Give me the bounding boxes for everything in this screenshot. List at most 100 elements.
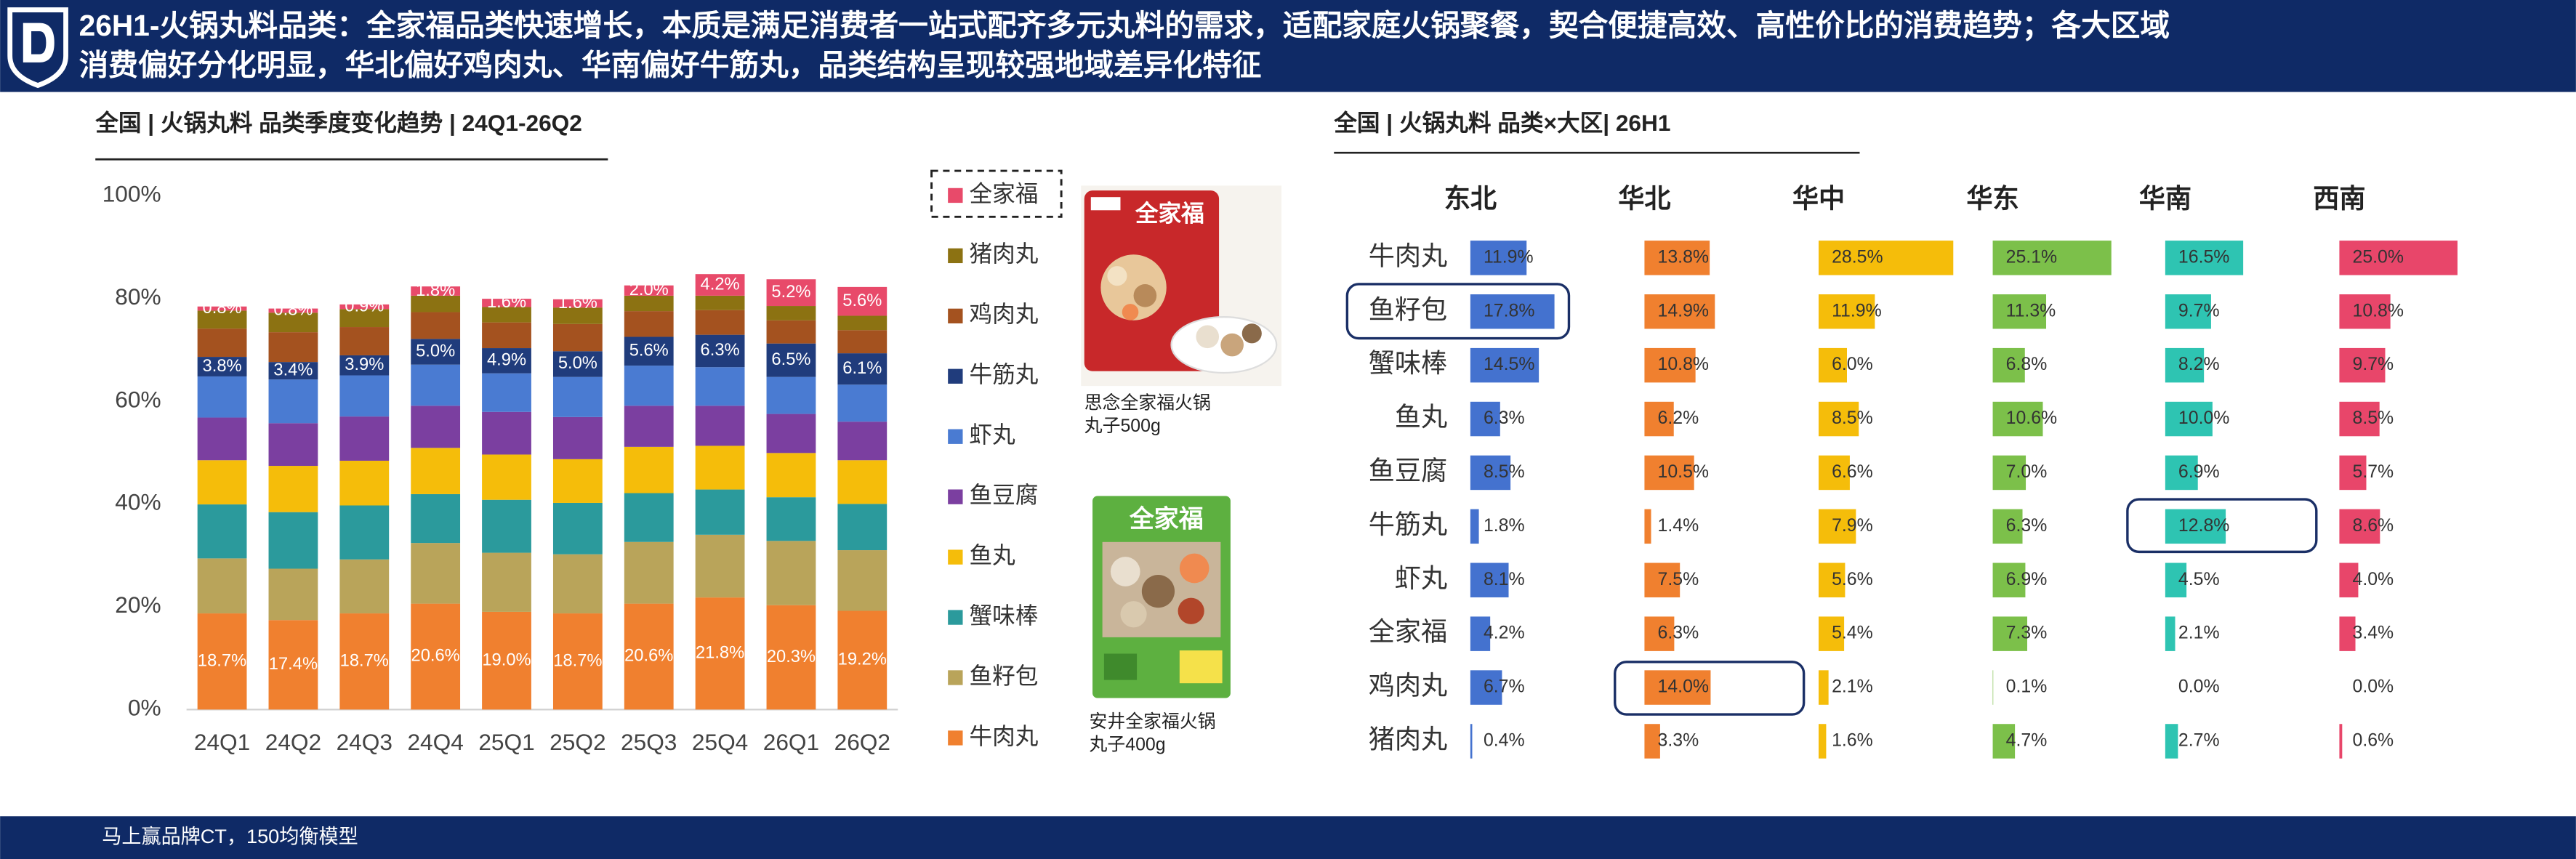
bar: [1644, 241, 1710, 275]
bar: [1992, 347, 2025, 383]
x-tick-label: 24Q1: [194, 729, 250, 755]
legend-swatch: [948, 610, 963, 625]
data-label: 6.3%: [1658, 623, 1699, 643]
highlight-box: [2126, 498, 2318, 554]
bar-segment: [411, 603, 461, 710]
product-brand: 全家福: [1129, 504, 1204, 533]
data-label: 1.8%: [416, 281, 455, 300]
legend-label: 鱼豆腐: [970, 482, 1039, 508]
data-label: 11.3%: [2006, 300, 2056, 320]
bar-segment: [339, 416, 390, 461]
bar-segment: [339, 505, 390, 560]
data-label: 0.4%: [1484, 730, 1525, 751]
bar-segment: [695, 310, 745, 335]
legend-swatch: [948, 489, 963, 504]
bar: [1644, 294, 1715, 329]
bar: [2339, 509, 2380, 544]
bar-segment: [268, 379, 318, 424]
x-tick-label: 26Q1: [763, 729, 819, 755]
footer-bar: [0, 816, 2576, 859]
row-label: 蟹味棒: [1369, 348, 1447, 378]
data-label: 5.6%: [629, 342, 669, 360]
bar-segment: [339, 355, 390, 376]
y-tick-label: 60%: [115, 386, 161, 412]
bar-segment: [411, 406, 461, 448]
data-label: 5.6%: [1832, 569, 1873, 589]
bar-segment: [695, 445, 745, 490]
bar-segment: [837, 315, 887, 331]
bar: [2339, 294, 2391, 329]
bar-segment: [837, 460, 887, 504]
legend-highlight: [930, 169, 1063, 218]
bar: [1818, 401, 1859, 437]
bar-segment: [837, 504, 887, 551]
bar: [1644, 347, 1696, 383]
data-label: 5.7%: [2353, 461, 2394, 482]
product-image: [1081, 185, 1281, 387]
bar: [1644, 455, 1694, 491]
x-tick-label: 25Q4: [692, 729, 748, 755]
data-label: 9.7%: [2353, 354, 2394, 374]
data-label: 18.7%: [340, 651, 389, 670]
facet-title: 东北: [1444, 183, 1497, 213]
bar-segment: [624, 366, 674, 406]
bar-segment: [411, 312, 461, 339]
bar-segment: [695, 406, 745, 446]
bar: [1644, 616, 1675, 651]
data-label: 8.5%: [2353, 408, 2394, 428]
data-label: 12.8%: [2178, 515, 2230, 536]
bar: [1470, 241, 1527, 275]
bar-segment: [268, 362, 318, 380]
data-label: 6.3%: [1484, 408, 1525, 428]
product-image: [1092, 496, 1231, 698]
data-label: 5.0%: [416, 342, 455, 360]
data-label: 5.0%: [558, 354, 597, 373]
data-label: 6.5%: [771, 350, 810, 369]
header-title: 消费偏好分化明显，华北偏好鸡肉丸、华南偏好牛筋丸，品类结构呈现较强地域差异化特征: [79, 48, 1262, 81]
data-label: 7.5%: [1658, 569, 1699, 589]
data-label: 1.6%: [1832, 730, 1873, 751]
bar-segment: [339, 327, 390, 355]
bar: [2339, 724, 2343, 759]
bar-segment: [624, 285, 674, 296]
bar: [1470, 562, 1509, 597]
bar: [1644, 670, 1711, 705]
bar-segment: [268, 312, 318, 333]
legend-swatch: [948, 248, 963, 264]
row-label: 牛肉丸: [1369, 241, 1447, 270]
bar: [2165, 616, 2175, 651]
facet-title: 西南: [2313, 183, 2365, 213]
y-tick-label: 40%: [115, 489, 161, 515]
bar-segment: [766, 605, 816, 710]
bar-segment: [624, 311, 674, 337]
legend-label: 牛筋丸: [970, 361, 1039, 387]
bar: [1992, 241, 2112, 275]
bar: [1470, 724, 1473, 759]
data-label: 25.0%: [2353, 246, 2404, 267]
data-label: 10.5%: [1658, 461, 1710, 482]
highlight-box: [1614, 661, 1806, 716]
bar-segment: [552, 376, 603, 417]
x-tick-label: 24Q4: [407, 729, 463, 755]
data-label: 17.8%: [1484, 300, 1535, 320]
bar-segment: [552, 416, 603, 459]
x-tick-label: 24Q3: [337, 729, 393, 755]
product-caption: 丸子500g: [1084, 416, 1161, 436]
product-caption: 思念全家福火锅: [1084, 393, 1211, 414]
data-label: 6.9%: [2006, 569, 2048, 589]
bar: [1470, 294, 1555, 329]
bar-segment: [339, 309, 390, 328]
bar-segment: [837, 286, 887, 316]
bar: [2165, 401, 2213, 437]
bar-segment: [411, 295, 461, 312]
bar: [1644, 562, 1681, 597]
bar-segment: [695, 334, 745, 368]
bar-segment: [197, 376, 247, 418]
bar: [1470, 347, 1539, 383]
data-label: 1.8%: [1484, 515, 1525, 536]
row-label: 鱼籽包: [1369, 294, 1447, 324]
legend-label: 蟹味棒: [970, 602, 1039, 629]
bar: [1992, 562, 2026, 597]
bar-segment: [766, 306, 816, 320]
legend-swatch: [948, 187, 963, 203]
